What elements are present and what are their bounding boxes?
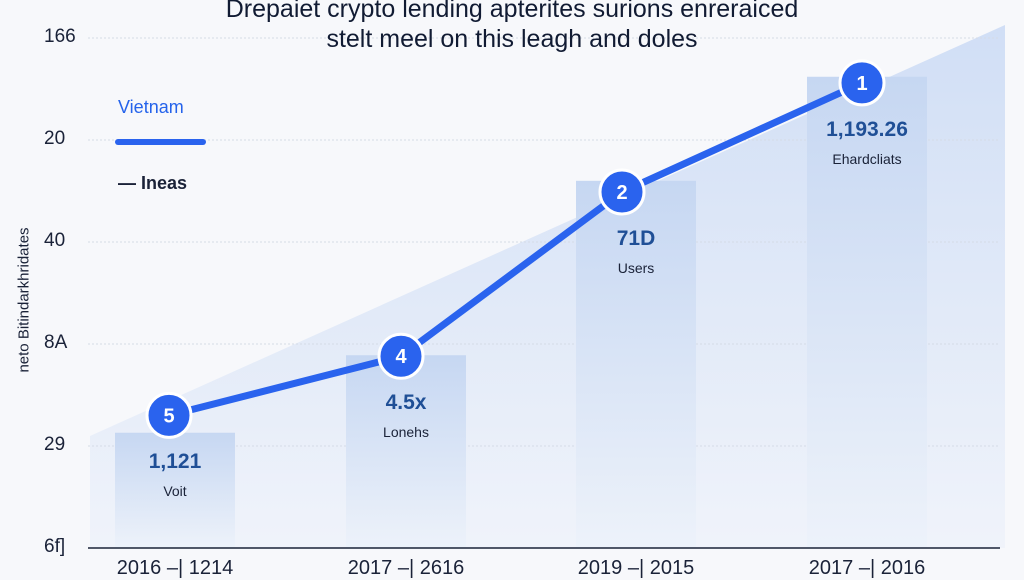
- bar-data-label: 1,193.26: [826, 117, 908, 141]
- y-tick-label: 166: [44, 26, 76, 47]
- bar-data-label: 71D: [616, 227, 656, 251]
- y-tick-label: 40: [44, 230, 66, 251]
- y-tick-label: 8A: [44, 332, 68, 353]
- line-point-marker: 2: [598, 168, 646, 216]
- bar: [576, 180, 696, 549]
- bar-sub-label: Ehardcliats: [832, 150, 902, 167]
- bar-data-label: 4.5x: [385, 391, 427, 415]
- marker-label: 2: [616, 182, 627, 204]
- bar-sub-label: Lonehs: [383, 424, 429, 441]
- bar-sub-label: Users: [617, 260, 655, 277]
- chart-title-line-2: stelt meel on this leagh and doles: [326, 25, 698, 53]
- legend-label-ineas: Ineas: [141, 173, 188, 193]
- chart-title-line-1: Drepaiet crypto lending apterites surion…: [225, 0, 799, 23]
- bar-data-label: 1,121: [148, 450, 202, 474]
- y-tick-label: 20: [44, 128, 66, 149]
- line-point-marker: 4: [377, 332, 425, 380]
- marker-label: 5: [163, 405, 174, 427]
- bar: [346, 355, 466, 548]
- x-tick-label: 2016 –| 1214: [116, 557, 234, 579]
- line-point-marker: 5: [145, 391, 193, 439]
- background-trend-area: [90, 25, 1005, 548]
- y-tick-label: 29: [44, 434, 66, 455]
- line-point-marker: 1: [838, 59, 886, 107]
- x-tick-label: 2017 –| 2016: [808, 557, 926, 579]
- bar: [807, 76, 927, 548]
- bar: [115, 432, 235, 548]
- x-tick-label: 2017 –| 2616: [347, 557, 465, 579]
- legend-swatch-vietnam: [115, 139, 206, 145]
- bar-sub-label: Voit: [163, 483, 187, 500]
- y-axis-title: neto Bitindarkhridates: [15, 227, 33, 373]
- legend-label-vietnam: Vietnam: [118, 97, 184, 117]
- legend-item-ineas: — Ineas: [118, 173, 188, 193]
- marker-label: 1: [856, 73, 867, 95]
- y-tick-label: 6f]: [44, 536, 66, 557]
- series-line-vietnam: [168, 79, 864, 419]
- marker-label: 4: [395, 346, 407, 368]
- x-tick-label: 2019 –| 2015: [577, 557, 695, 579]
